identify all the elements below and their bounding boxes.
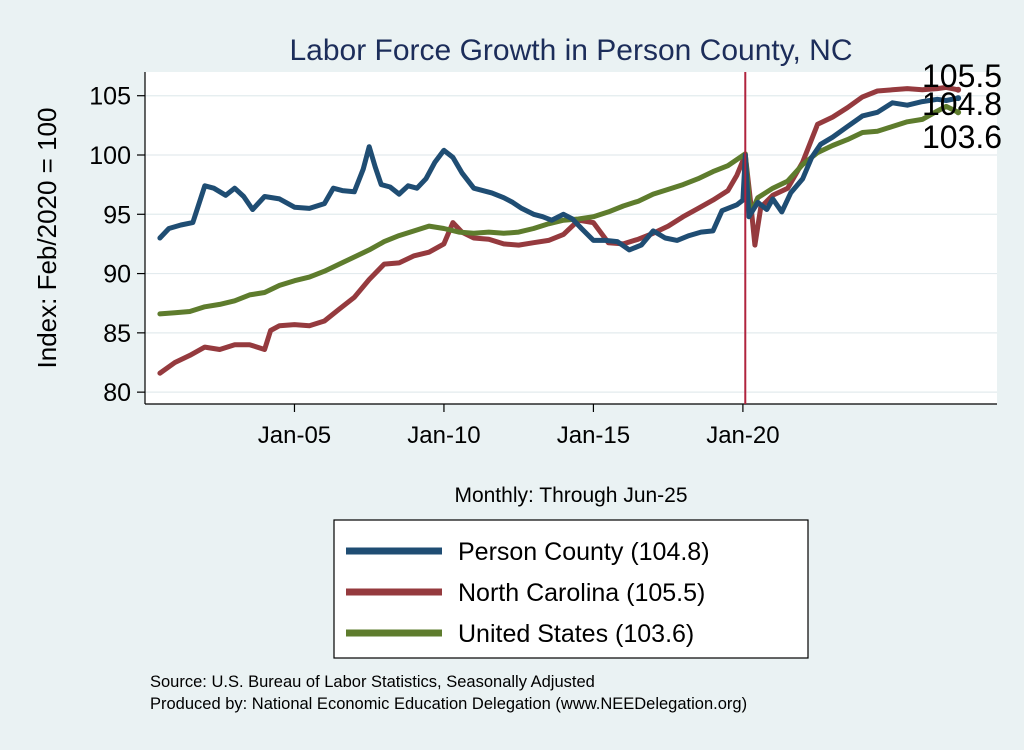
plot-area bbox=[145, 72, 997, 404]
gridlines bbox=[145, 95, 997, 393]
y-tick-label-95: 95 bbox=[103, 201, 131, 229]
legend: Person County (104.8) North Carolina (105… bbox=[346, 538, 710, 648]
x-axis: Jan-05 Jan-10 Jan-15 Jan-20 bbox=[258, 404, 780, 449]
y-axis-label: Index: Feb/2020 = 100 bbox=[32, 108, 62, 369]
source-line-2: Produced by: National Economic Education… bbox=[150, 695, 747, 713]
x-tick-label-Jan-05: Jan-05 bbox=[258, 422, 331, 449]
y-tick-label-100: 100 bbox=[89, 142, 131, 170]
series-layer bbox=[157, 84, 961, 376]
legend-label-0: Person County (104.8) bbox=[458, 538, 710, 566]
source-line-1: Source: U.S. Bureau of Labor Statistics,… bbox=[150, 673, 595, 691]
y-tick-label-80: 80 bbox=[103, 379, 131, 407]
end-marker-united-states bbox=[955, 109, 962, 116]
series-line-person-county bbox=[157, 95, 961, 253]
series-line-north-carolina bbox=[157, 84, 961, 376]
legend-label-2: United States (103.6) bbox=[458, 620, 694, 648]
x-tick-label-Jan-20: Jan-20 bbox=[706, 422, 779, 449]
chart-title: Labor Force Growth in Person County, NC bbox=[289, 34, 852, 67]
end-marker-north-carolina bbox=[955, 86, 962, 93]
x-axis-label: Monthly: Through Jun-25 bbox=[454, 484, 687, 507]
y-tick-label-90: 90 bbox=[103, 261, 131, 289]
y-tick-label-85: 85 bbox=[103, 320, 131, 348]
legend-label-1: North Carolina (105.5) bbox=[458, 579, 705, 607]
end-label-united-states: 103.6 bbox=[922, 119, 1002, 155]
y-tick-label-105: 105 bbox=[89, 83, 131, 111]
x-tick-label-Jan-15: Jan-15 bbox=[557, 422, 630, 449]
y-axis: 80 85 90 95 100 105 bbox=[89, 83, 145, 407]
x-tick-label-Jan-10: Jan-10 bbox=[407, 422, 480, 449]
end-label-person-county: 104.8 bbox=[922, 86, 1002, 122]
end-marker-person-county bbox=[955, 95, 962, 102]
end-label-north-carolina: 105.5 bbox=[922, 58, 1002, 94]
